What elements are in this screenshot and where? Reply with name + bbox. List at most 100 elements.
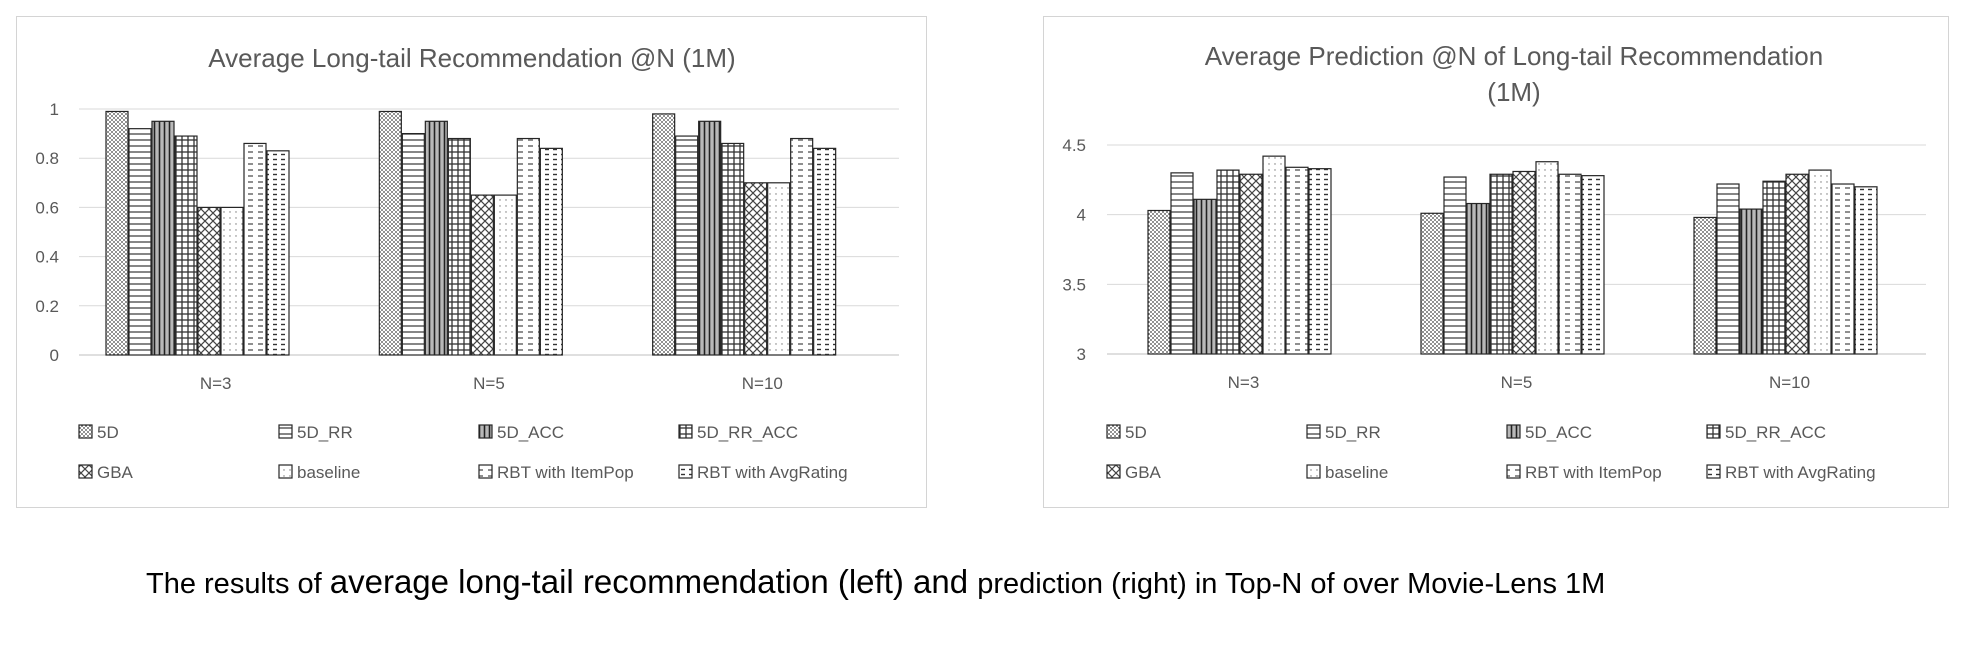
bar-gba-n-10 — [744, 182, 768, 356]
bar-rbt-with-avgrating-n-5 — [1581, 175, 1605, 355]
bar-5d-rr-acc-n-5 — [447, 137, 471, 356]
bar-5d-rr-acc-n-3 — [1216, 169, 1240, 355]
legend-label-5d-acc: 5D_ACC — [497, 423, 564, 442]
y-tick-label: 0.2 — [35, 297, 59, 316]
x-tick-label: N=10 — [1769, 373, 1810, 392]
bar-5d-n-10 — [652, 113, 676, 356]
y-tick-label: 0.6 — [35, 198, 59, 217]
legend-swatch-rbt-with-itempop — [478, 464, 493, 479]
legend-swatch-5d-acc — [478, 424, 493, 439]
x-tick-label: N=10 — [742, 374, 783, 393]
bar-rbt-with-avgrating-n-10 — [1854, 186, 1878, 355]
legend-swatch-gba — [78, 464, 93, 479]
y-tick-label: 3 — [1077, 345, 1086, 364]
bar-rbt-with-itempop-n-3 — [243, 142, 267, 356]
bar-5d-n-5 — [1420, 212, 1444, 355]
bar-5d-rr-n-10 — [675, 135, 699, 356]
y-tick-label: 0.8 — [35, 149, 59, 168]
bar-rbt-with-itempop-n-3 — [1285, 166, 1309, 355]
legend-swatch-gba — [1106, 464, 1121, 479]
bar-5d-rr-n-5 — [401, 132, 425, 356]
y-tick-label: 0 — [50, 346, 59, 365]
legend-label-baseline: baseline — [297, 463, 360, 482]
bar-baseline-n-5 — [493, 194, 517, 356]
legend-label-gba: GBA — [97, 463, 134, 482]
legend-label-5d-acc: 5D_ACC — [1525, 423, 1592, 442]
bar-gba-n-10 — [1785, 173, 1809, 355]
legend-label-5d-rr: 5D_RR — [297, 423, 353, 442]
chart-panel-long-tail: Average Long-tail Recommendation @N (1M)… — [16, 16, 927, 508]
legend-swatch-5d-rr-acc — [1706, 424, 1721, 439]
legend-label-5d-rr: 5D_RR — [1325, 423, 1381, 442]
figure-caption: The results of average long-tail recomme… — [146, 560, 1846, 611]
bar-5d-rr-n-10 — [1716, 183, 1740, 355]
bar-gba-n-5 — [470, 194, 494, 356]
legend-swatch-rbt-with-avgrating — [678, 464, 693, 479]
legend-swatch-5d-rr — [278, 424, 293, 439]
x-tick-label: N=5 — [473, 374, 505, 393]
bar-rbt-with-avgrating-n-3 — [266, 150, 290, 356]
bar-5d-acc-n-10 — [698, 120, 722, 356]
prediction-chart: Average Prediction @N of Long-tail Recom… — [1062, 41, 1926, 482]
bar-5d-acc-n-5 — [424, 120, 448, 356]
legend-label-rbt-with-avgrating: RBT with AvgRating — [1725, 463, 1876, 482]
legend-label-baseline: baseline — [1325, 463, 1388, 482]
legend-label-5d-rr-acc: 5D_RR_ACC — [697, 423, 798, 442]
bar-gba-n-3 — [197, 206, 221, 356]
legend-swatch-baseline — [1306, 464, 1321, 479]
bar-rbt-with-avgrating-n-10 — [813, 147, 837, 356]
chart-panel-prediction: Average Prediction @N of Long-tail Recom… — [1043, 16, 1949, 508]
y-tick-label: 3.5 — [1062, 275, 1086, 294]
legend-swatch-5d-rr — [1306, 424, 1321, 439]
x-tick-label: N=3 — [1228, 373, 1260, 392]
legend-label-5d: 5D — [1125, 423, 1147, 442]
y-tick-label: 4 — [1077, 206, 1086, 225]
legend-swatch-5d-rr-acc — [678, 424, 693, 439]
bar-5d-acc-n-5 — [1466, 202, 1490, 355]
bar-baseline-n-3 — [220, 206, 244, 356]
caption-part-1: The results of — [146, 568, 330, 600]
bar-baseline-n-10 — [767, 182, 791, 356]
bar-5d-n-3 — [1147, 209, 1171, 355]
bar-rbt-with-itempop-n-5 — [1558, 173, 1582, 355]
bar-5d-acc-n-10 — [1739, 208, 1763, 355]
x-tick-label: N=5 — [1501, 373, 1533, 392]
caption-part-3: prediction (right) in Top-N of over Movi… — [977, 568, 1606, 600]
legend-label-gba: GBA — [1125, 463, 1162, 482]
bar-5d-n-5 — [378, 110, 402, 356]
bar-baseline-n-5 — [1535, 161, 1559, 355]
bar-rbt-with-avgrating-n-3 — [1308, 168, 1332, 355]
bar-5d-rr-n-3 — [1170, 172, 1194, 355]
legend-swatch-5d-acc — [1506, 424, 1521, 439]
bar-5d-rr-acc-n-10 — [721, 142, 745, 356]
legend-swatch-5d — [1106, 424, 1121, 439]
bar-baseline-n-10 — [1808, 169, 1832, 355]
bar-5d-acc-n-3 — [151, 120, 175, 356]
long-tail-recommendation-chart: Average Long-tail Recommendation @N (1M)… — [35, 43, 899, 482]
chart-title-line-1: Average Long-tail Recommendation @N (1M) — [208, 43, 735, 73]
bar-5d-rr-acc-n-5 — [1489, 173, 1513, 355]
bar-5d-n-10 — [1693, 216, 1717, 355]
bar-rbt-with-avgrating-n-5 — [539, 147, 563, 356]
bar-rbt-with-itempop-n-10 — [1831, 183, 1855, 355]
legend-label-rbt-with-itempop: RBT with ItemPop — [1525, 463, 1662, 482]
legend-swatch-rbt-with-itempop — [1506, 464, 1521, 479]
bar-5d-rr-n-5 — [1443, 176, 1467, 355]
bar-baseline-n-3 — [1262, 155, 1286, 355]
legend-swatch-rbt-with-avgrating — [1706, 464, 1721, 479]
bar-5d-n-3 — [105, 110, 129, 356]
legend-swatch-baseline — [278, 464, 293, 479]
caption-part-2: average long-tail recommendation (left) … — [329, 563, 978, 600]
chart-title-line-1: Average Prediction @N of Long-tail Recom… — [1205, 41, 1823, 71]
legend-label-5d-rr-acc: 5D_RR_ACC — [1725, 423, 1826, 442]
y-tick-label: 0.4 — [35, 248, 59, 267]
legend-label-rbt-with-itempop: RBT with ItemPop — [497, 463, 634, 482]
bar-rbt-with-itempop-n-5 — [516, 137, 540, 356]
y-tick-label: 4.5 — [1062, 136, 1086, 155]
bar-5d-rr-n-3 — [128, 128, 152, 356]
legend-swatch-5d — [78, 424, 93, 439]
bar-5d-rr-acc-n-3 — [174, 135, 198, 356]
legend-label-5d: 5D — [97, 423, 119, 442]
bar-5d-acc-n-3 — [1193, 198, 1217, 355]
y-tick-label: 1 — [50, 100, 59, 119]
